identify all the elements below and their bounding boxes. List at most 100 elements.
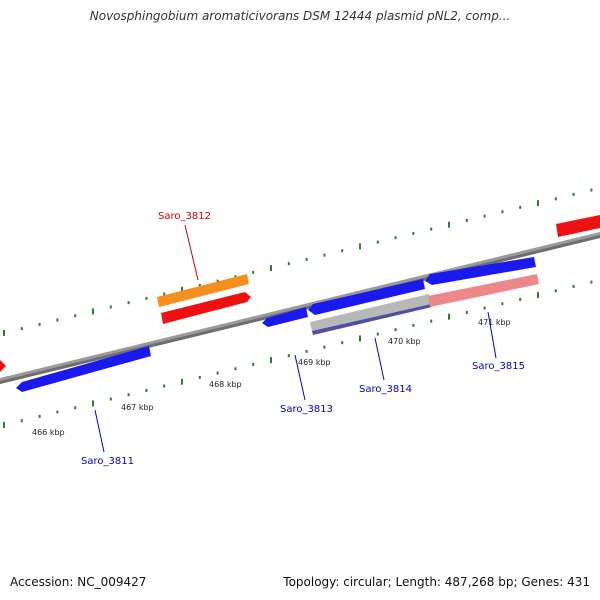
- inner-track-tick: [145, 388, 148, 392]
- outer-track-tick: [501, 210, 504, 214]
- outer-track-tick: [412, 231, 415, 235]
- gene-arrow-saro-3811[interactable]: [16, 346, 151, 392]
- gene-band-grey[interactable]: [310, 294, 431, 331]
- outer-track-tick: [252, 270, 255, 274]
- inner-track-tick: [359, 335, 361, 342]
- outer-track-tick: [483, 214, 486, 218]
- inner-track-tick: [341, 341, 344, 345]
- outer-track-tick: [181, 286, 183, 293]
- inner-track-tick: [376, 332, 379, 336]
- gene-label-saro-3815[interactable]: Saro_3815: [472, 361, 525, 372]
- inner-track-tick: [572, 284, 575, 288]
- outer-track-tick: [56, 318, 59, 322]
- kbp-label-470: 470 kbp: [388, 337, 421, 346]
- gene-label-saro-3814[interactable]: Saro_3814: [359, 384, 412, 395]
- inner-track-tick: [430, 319, 433, 323]
- gene-arrow-edge-right[interactable]: [556, 215, 600, 237]
- gene-label-saro-3811[interactable]: Saro_3811: [81, 456, 134, 467]
- inner-track-tick: [305, 349, 308, 353]
- kbp-label-471: 471 kbp: [478, 318, 511, 327]
- inner-track-tick: [270, 357, 272, 364]
- outer-track-tick: [359, 243, 361, 250]
- gene-arrow-saro-3812-highlight[interactable]: [157, 274, 249, 307]
- inner-track-tick: [127, 393, 130, 397]
- inner-track-tick: [287, 354, 290, 358]
- inner-track-tick: [554, 289, 557, 293]
- inner-track-tick: [74, 406, 77, 410]
- outer-track-tick: [127, 301, 130, 305]
- outer-track-tick: [38, 322, 41, 326]
- outer-track-tick: [590, 188, 593, 192]
- inner-track-tick: [198, 375, 201, 379]
- outer-track-tick: [376, 240, 379, 244]
- gene-arrow-saro-3812[interactable]: [161, 292, 251, 324]
- gene-label-saro-3812[interactable]: Saro_3812: [158, 211, 211, 222]
- inner-track-tick: [38, 414, 41, 418]
- gene-arrow-saro-3814[interactable]: [308, 279, 425, 315]
- outer-track-tick: [74, 314, 77, 318]
- inner-track-tick: [537, 292, 539, 299]
- leader-lines: [94, 224, 497, 453]
- gene-arrow-saro-3815[interactable]: [425, 257, 536, 285]
- inner-track-tick: [448, 313, 450, 320]
- kbp-label-466: 466 kbp: [32, 428, 65, 437]
- inner-track-tick: [590, 280, 593, 284]
- inner-track-tick: [483, 306, 486, 310]
- outer-track-tick: [3, 330, 5, 336]
- kbp-label-467: 467 kbp: [121, 403, 154, 412]
- inner-track-tick: [216, 371, 219, 375]
- inner-track-tick: [412, 323, 415, 327]
- inner-track-tick: [20, 419, 23, 423]
- topology-text: Topology: circular; Length: 487,268 bp; …: [283, 575, 590, 589]
- outer-track-tick: [323, 253, 326, 257]
- outer-track-tick: [216, 279, 219, 283]
- outer-track-tick: [519, 205, 522, 209]
- map-title: Novosphingobium aromaticivorans DSM 1244…: [89, 9, 511, 23]
- inner-track-tick: [3, 422, 5, 428]
- gene-band-pink[interactable]: [428, 274, 539, 307]
- gene-band-purple[interactable]: [312, 304, 432, 335]
- outer-track-tick: [305, 257, 308, 261]
- accession-text: Accession: NC_009427: [10, 575, 147, 589]
- inner-track-tick: [501, 302, 504, 306]
- outer-tick-track: [3, 188, 593, 336]
- gene-arrow-edge-left[interactable]: [0, 360, 6, 372]
- outer-track-tick: [92, 308, 94, 315]
- outer-track-tick: [394, 236, 397, 240]
- kbp-labels: 466 kbp 467 kbp 468 kbp 469 kbp 470 kbp …: [32, 318, 511, 437]
- inner-tick-track: [3, 280, 593, 428]
- gene-labels: Saro_3811 Saro_3812 Saro_3813 Saro_3814 …: [81, 211, 525, 467]
- kbp-label-468: 468 kbp: [209, 380, 242, 389]
- outer-track-tick: [572, 192, 575, 196]
- outer-track-tick: [145, 296, 148, 300]
- outer-track-tick: [270, 265, 272, 272]
- inner-track-tick: [109, 397, 112, 401]
- outer-track-tick: [234, 275, 237, 279]
- inner-track-tick: [394, 328, 397, 332]
- inner-track-tick: [465, 310, 468, 314]
- outer-track-tick: [287, 262, 290, 266]
- inner-track-tick: [92, 400, 94, 407]
- inner-track-tick: [56, 410, 59, 414]
- outer-track-tick: [430, 227, 433, 231]
- outer-track-tick: [20, 327, 23, 331]
- inner-track-tick: [163, 384, 166, 388]
- inner-track-tick: [234, 367, 237, 371]
- gene-arrow-saro-3813[interactable]: [262, 307, 308, 327]
- feature-arrows: [0, 215, 600, 392]
- inner-track-tick: [323, 345, 326, 349]
- outer-track-tick: [198, 283, 201, 287]
- outer-track-tick: [537, 200, 539, 207]
- gene-label-saro-3813[interactable]: Saro_3813: [280, 404, 333, 415]
- outer-track-tick: [163, 292, 166, 296]
- outer-track-tick: [448, 221, 450, 228]
- outer-track-tick: [554, 197, 557, 201]
- outer-track-tick: [341, 249, 344, 253]
- inner-track-tick: [181, 378, 183, 385]
- outer-track-tick: [109, 305, 112, 309]
- inner-track-tick: [252, 362, 255, 366]
- inner-track-tick: [519, 297, 522, 301]
- kbp-label-469: 469 kbp: [298, 358, 331, 367]
